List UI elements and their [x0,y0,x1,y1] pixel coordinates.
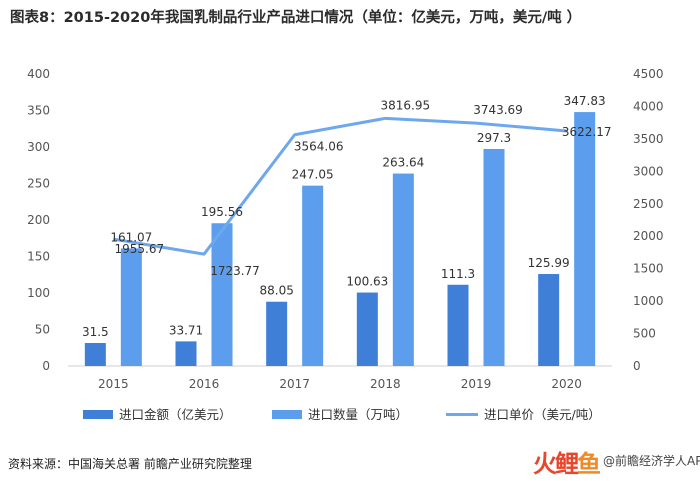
right-tick-label: 500 [633,327,656,341]
right-axis: 0 500 1000 1500 2000 2500 3000 3500 4000 4500 [633,67,664,373]
x-axis: 2015 2016 2017 2018 2019 2020 [98,377,582,391]
import-volume-bar [302,185,324,366]
left-tick-label: 300 [27,140,50,154]
unit-price-line-group [113,116,567,256]
import-volume-bar [120,248,142,366]
unit-price-line [113,116,567,256]
import-value-bar [447,284,469,366]
left-tick-label: 350 [27,104,50,118]
legend-swatch [83,410,113,419]
import-volume-label: 297.3 [477,131,511,145]
right-tick-label: 1000 [633,294,664,308]
right-tick-label: 2000 [633,229,664,243]
left-tick-label: 100 [27,286,50,300]
import-value-label: 88.05 [259,284,293,298]
left-tick-label: 400 [27,67,50,81]
legend-swatch [272,410,302,419]
import-value-bar [84,343,106,366]
chart-title: 图表8：2015-2020年我国乳制品行业产品进口情况（单位：亿美元，万吨，美元… [10,10,582,26]
right-tick-label: 3000 [633,164,664,178]
source-note: 资料来源：中国海关总署 前瞻产业研究院整理 [8,457,252,471]
right-tick-label: 0 [633,359,641,373]
bars [84,112,596,366]
unit-price-label: 1955.67 [115,242,165,256]
import-volume-label: 161.07 [110,230,152,244]
left-tick-label: 50 [35,323,50,337]
right-tick-label: 4000 [633,99,664,113]
unit-price-label: 3622.17 [562,125,612,139]
right-tick-label: 3500 [633,132,664,146]
brand-text: @前瞻经济学人APP [603,454,700,468]
import-volume-label: 263.64 [382,156,424,170]
import-volume-bar [574,112,596,366]
import-value-label: 31.5 [82,325,109,339]
left-tick-label: 150 [27,250,50,264]
import-value-bar [538,274,560,366]
brand-watermark: 火鲤鱼 @前瞻经济学人APP [533,444,700,479]
legend-label: 进口数量（万吨） [308,407,408,422]
import-value-label: 100.63 [346,275,388,289]
import-value-label: 33.71 [169,323,203,337]
x-tick-label: 2020 [551,377,582,391]
legend-label: 进口单价（美元/吨） [484,407,601,422]
import-volume-bar [211,223,233,366]
import-value-bar [266,301,288,366]
unit-price-label: 3564.06 [294,140,344,154]
unit-price-label: 3816.95 [381,98,431,112]
import-volume-label: 347.83 [564,94,606,108]
legend-label: 进口金额（亿美元） [119,407,232,422]
brand-logo: 火鲤鱼 [533,450,601,478]
import-volume-label: 195.56 [201,205,243,219]
left-axis: 0 50 100 150 200 250 300 350 400 [27,67,50,373]
unit-price-label: 1723.77 [210,264,260,278]
import-volume-label: 247.05 [292,168,334,182]
right-tick-label: 2500 [633,197,664,211]
import-volume-bar [392,173,414,366]
import-volume-bar [483,148,505,366]
legend: 进口金额（亿美元） 进口数量（万吨） 进口单价（美元/吨） [83,407,601,422]
x-tick-label: 2015 [98,377,129,391]
import-value-label: 125.99 [528,256,570,270]
right-tick-label: 1500 [633,262,664,276]
x-tick-label: 2017 [279,377,310,391]
left-tick-label: 250 [27,177,50,191]
x-tick-label: 2018 [370,377,401,391]
right-tick-label: 4500 [633,67,664,81]
import-value-bar [356,292,378,366]
unit-price-label: 3743.69 [473,103,523,117]
left-tick-label: 0 [42,359,50,373]
import-value-label: 111.3 [441,267,475,281]
x-tick-label: 2016 [189,377,220,391]
x-tick-label: 2019 [461,377,492,391]
left-tick-label: 200 [27,213,50,227]
data-labels: 31.5 33.7188.05100.63111.3125.99161.07195… [82,94,612,339]
import-value-bar [175,341,197,366]
